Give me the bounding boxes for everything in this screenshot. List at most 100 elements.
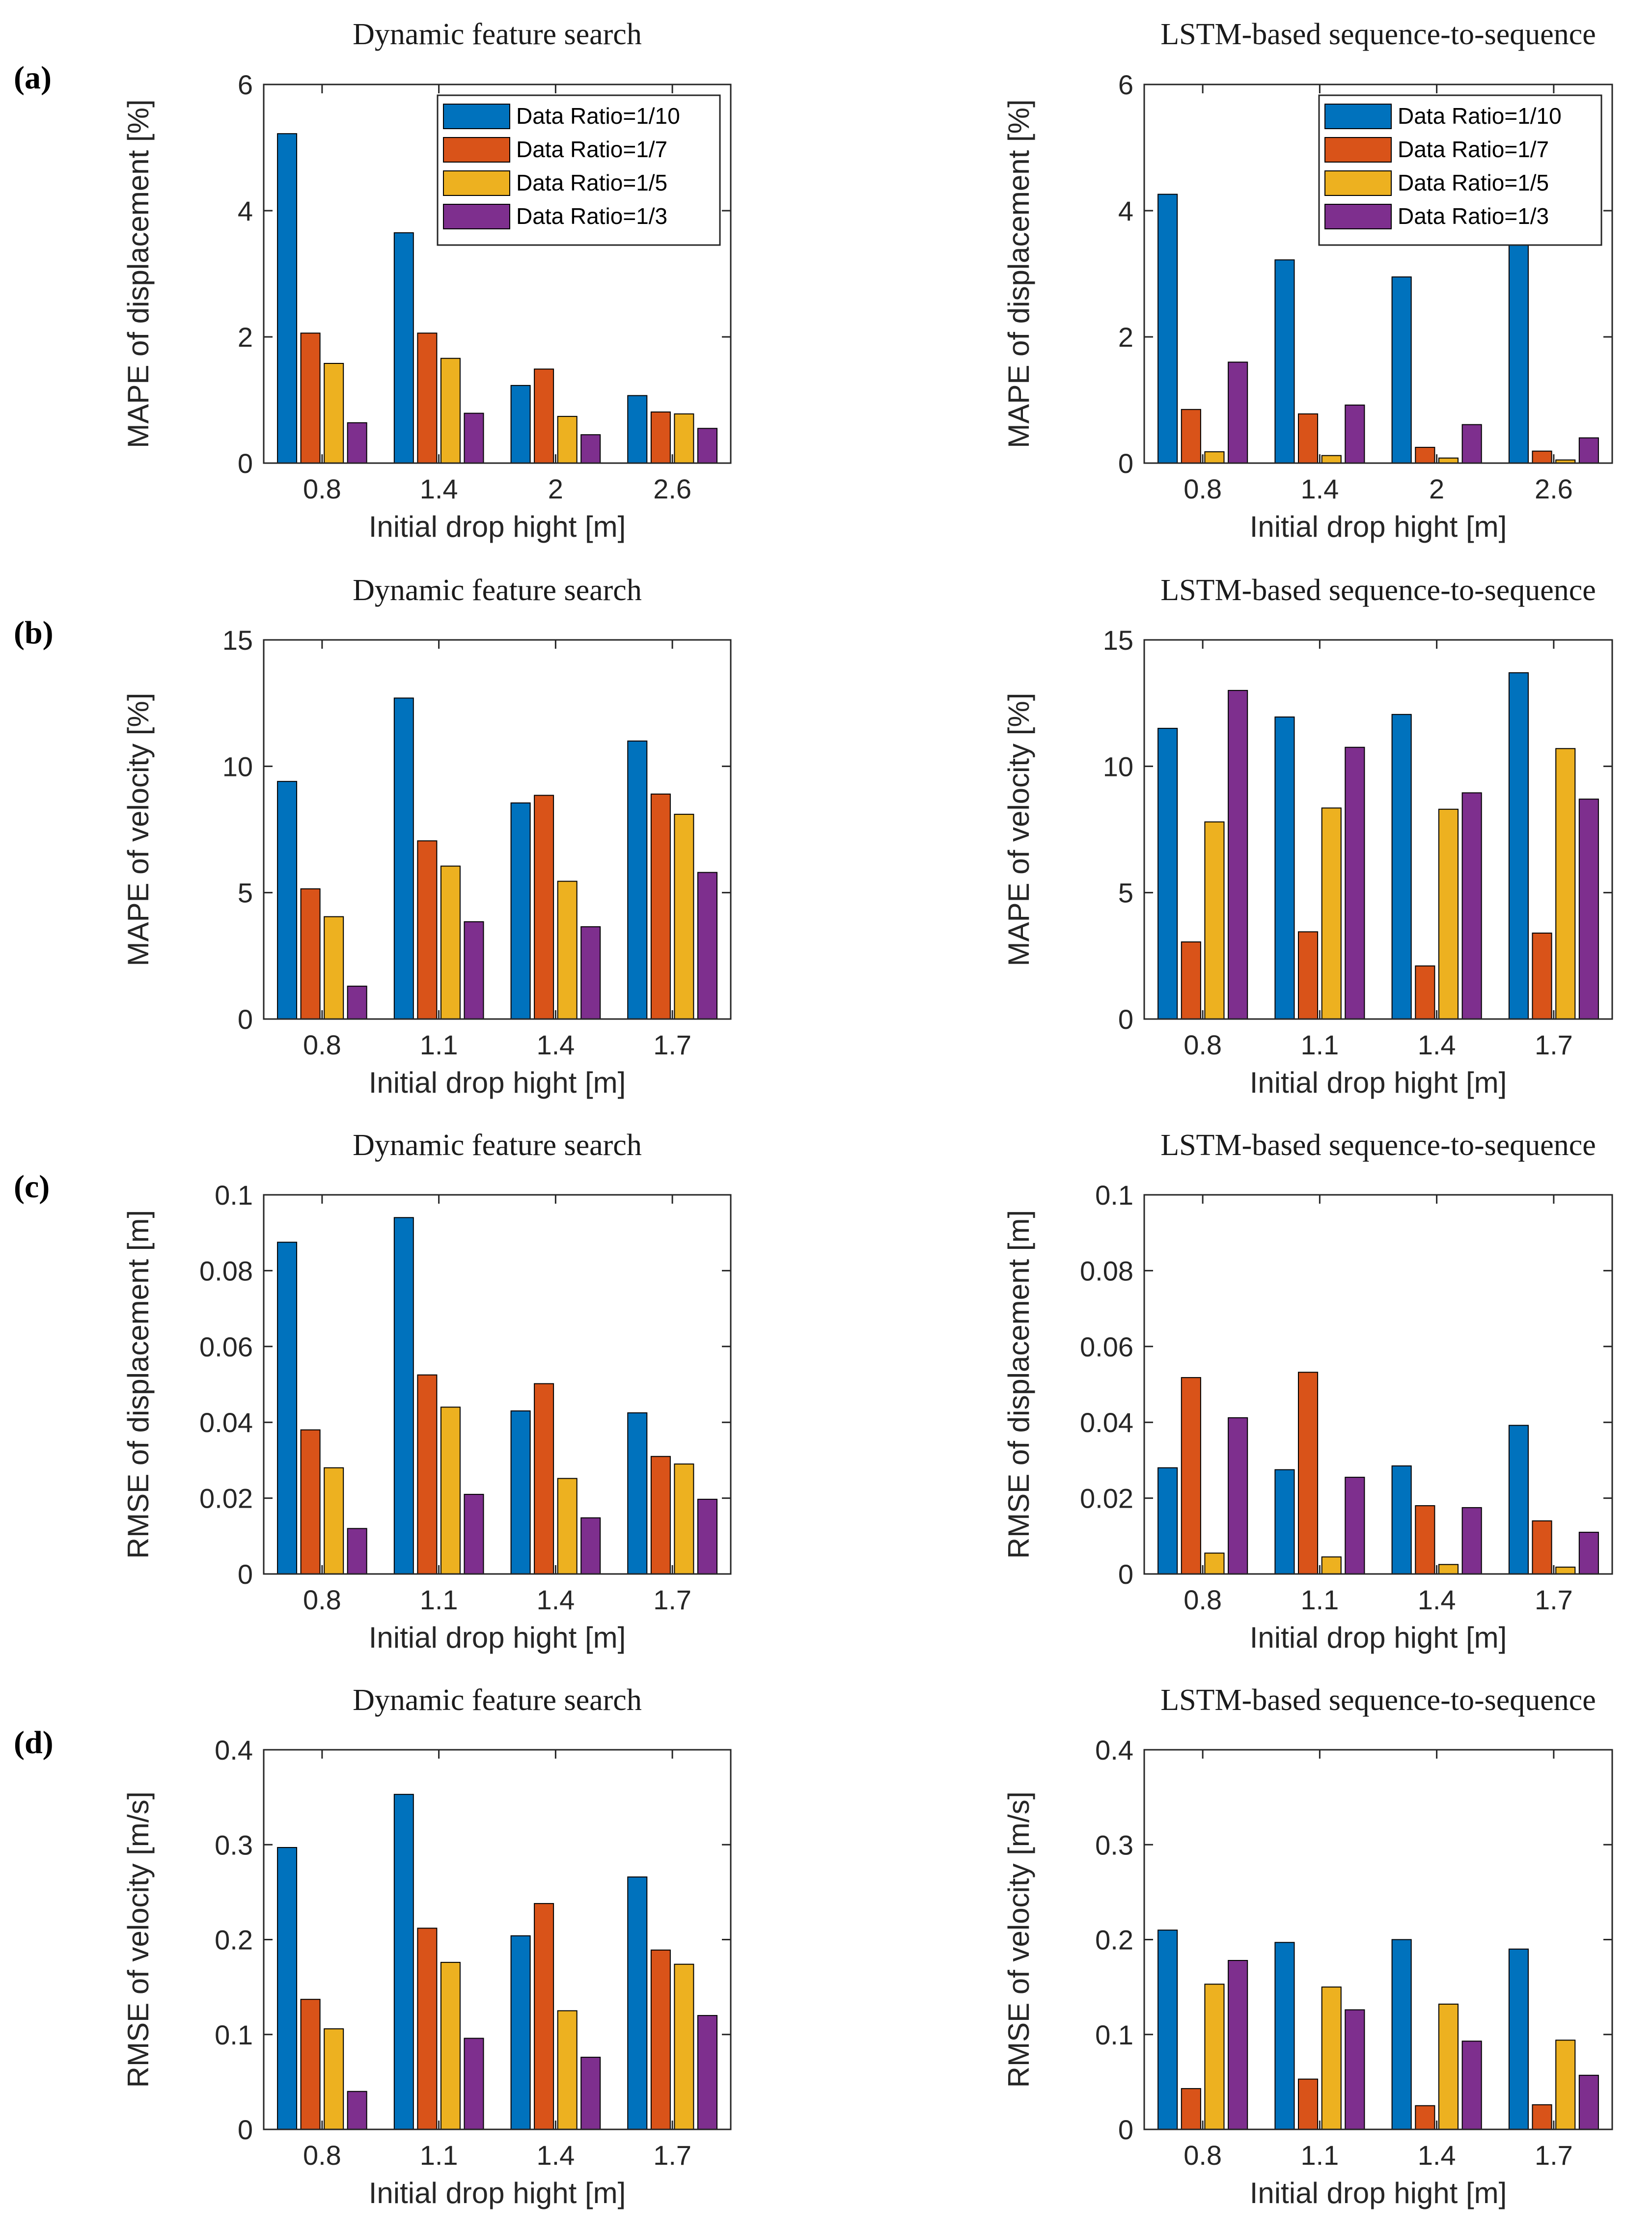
bar-data-ratio-1-7-0.8 xyxy=(1181,941,1201,1020)
bar-data-ratio-1-7-0.8 xyxy=(1181,1377,1201,1575)
x-ticks: 0.8 1.1 1.4 1.7 xyxy=(1184,640,1573,1060)
bar-data-ratio-1-3-1.1 xyxy=(464,2038,484,2130)
bar-data-ratio-1-10-1.7 xyxy=(1508,1948,1529,2130)
bar-data-ratio-1-7-1.4 xyxy=(417,332,438,464)
legend-swatch xyxy=(1324,137,1392,163)
x-tick-label: 0.8 xyxy=(1184,473,1222,504)
bar-data-ratio-1-10-1.4 xyxy=(393,232,414,464)
bar-data-ratio-1-10-1.1 xyxy=(393,1217,414,1575)
y-tick-label: 0 xyxy=(1118,448,1133,479)
y-tick-label: 0.08 xyxy=(1080,1255,1133,1286)
x-tick-label: 0.8 xyxy=(303,473,341,504)
x-axis-label: Initial drop hight [m] xyxy=(369,2177,626,2209)
bar-data-ratio-1-10-0.8 xyxy=(1157,728,1178,1020)
bar-data-ratio-1-5-1.7 xyxy=(1555,748,1576,1020)
y-tick-label: 4 xyxy=(238,195,253,226)
legend-entry: Data Ratio=1/7 xyxy=(1398,137,1549,162)
x-ticks: 0.8 1.1 1.4 1.7 xyxy=(1184,1750,1573,2171)
bar-data-ratio-1-3-0.8 xyxy=(347,2091,367,2130)
bar-data-ratio-1-5-0.8 xyxy=(324,363,344,464)
bar-data-ratio-1-5-1.4 xyxy=(1438,2003,1459,2130)
bar-data-ratio-1-5-0.8 xyxy=(1204,821,1225,1020)
bar-data-ratio-1-3-0.8 xyxy=(1228,361,1248,464)
bar-data-ratio-1-5-2 xyxy=(1438,457,1459,464)
x-tick-label: 1.1 xyxy=(1300,1584,1339,1615)
axes-box xyxy=(263,639,732,1020)
y-tick-label: 0.06 xyxy=(1080,1331,1133,1362)
y-tick-label: 0.04 xyxy=(1080,1407,1133,1438)
bar-data-ratio-1-5-0.8 xyxy=(1204,1552,1225,1574)
y-ticks: 0 0.1 0.2 0.3 0.4 xyxy=(1095,1735,1612,2145)
bar-data-ratio-1-3-1.1 xyxy=(1345,1477,1365,1575)
x-tick-label: 1.1 xyxy=(1300,2140,1339,2171)
x-tick-label: 1.7 xyxy=(653,1029,691,1060)
y-tick-label: 0.4 xyxy=(1095,1735,1133,1765)
legend-entry: Data Ratio=1/10 xyxy=(1398,103,1562,129)
bar-data-ratio-1-7-1.1 xyxy=(417,1374,438,1574)
y-axis-label: MAPE of velocity [%] xyxy=(122,693,155,966)
bar-data-ratio-1-5-1.1 xyxy=(440,1961,461,2130)
bar-data-ratio-1-10-1.4 xyxy=(510,1935,531,2130)
x-axis-label: Initial drop hight [m] xyxy=(369,510,626,543)
chart-title: Dynamic feature search xyxy=(353,1129,642,1162)
x-tick-label: 1.4 xyxy=(536,1029,575,1060)
chart-title: LSTM-based sequence-to-sequence xyxy=(1160,1683,1596,1717)
axes-box xyxy=(1143,83,1613,464)
y-tick-label: 0 xyxy=(1118,2114,1133,2145)
bar-data-ratio-1-5-1.1 xyxy=(1321,1986,1342,2130)
y-tick-label: 0.1 xyxy=(1095,2019,1133,2050)
bar-data-ratio-1-10-2 xyxy=(510,385,531,464)
chart-5: Dynamic feature search00.020.040.060.080… xyxy=(122,1129,732,1654)
legend: Data Ratio=1/10 Data Ratio=1/7 Data Ratio=… xyxy=(437,94,721,246)
y-axis-label: MAPE of velocity [%] xyxy=(1002,693,1035,966)
y-tick-label: 0.02 xyxy=(199,1483,253,1514)
bar-data-ratio-1-3-1.4 xyxy=(580,2057,601,2130)
legend-swatch xyxy=(443,170,510,196)
bar-data-ratio-1-3-1.7 xyxy=(697,872,717,1020)
bar-data-ratio-1-3-1.7 xyxy=(697,1498,717,1574)
y-axis-label: RMSE of velocity [m/s] xyxy=(122,1792,155,2088)
chart-title: LSTM-based sequence-to-sequence xyxy=(1160,1129,1596,1162)
y-tick-label: 6 xyxy=(1118,69,1133,100)
bar-data-ratio-1-5-1.4 xyxy=(440,358,461,464)
chart-8: LSTM-based sequence-to-sequence 0 0.1 0.2 0.… xyxy=(1002,1683,1613,2209)
bars xyxy=(277,1793,717,2130)
bars xyxy=(1157,672,1599,1020)
x-tick-label: 2 xyxy=(548,473,563,504)
bar-data-ratio-1-10-1.7 xyxy=(1508,1425,1529,1574)
chart-title: LSTM-based sequence-to-sequence xyxy=(1160,18,1596,51)
y-tick-label: 0.4 xyxy=(215,1735,253,1765)
bars xyxy=(1157,1372,1599,1575)
bar-data-ratio-1-10-0.8 xyxy=(1157,1467,1178,1575)
legend-swatch xyxy=(1324,204,1392,229)
y-tick-label: 0 xyxy=(238,448,253,479)
bar-data-ratio-1-5-1.4 xyxy=(1321,455,1342,464)
bar-data-ratio-1-5-1.7 xyxy=(674,1963,694,2130)
bar-data-ratio-1-5-1.4 xyxy=(557,2010,578,2130)
bar-data-ratio-1-3-1.4 xyxy=(1461,1507,1482,1574)
bar-data-ratio-1-10-1.7 xyxy=(627,740,648,1020)
x-tick-label: 1.1 xyxy=(420,1584,458,1615)
bar-data-ratio-1-7-1.1 xyxy=(417,1928,438,2130)
y-tick-label: 2 xyxy=(1118,322,1133,353)
bar-data-ratio-1-5-1.4 xyxy=(1438,1564,1459,1574)
bar-data-ratio-1-7-1.7 xyxy=(650,1456,671,1574)
x-ticks: 0.8 1.4 2 2.6 xyxy=(303,84,691,504)
bar-data-ratio-1-10-1.4 xyxy=(510,1410,531,1574)
legend-swatch xyxy=(443,204,510,229)
y-tick-label: 5 xyxy=(1118,878,1133,909)
bar-data-ratio-1-3-0.8 xyxy=(1228,690,1248,1020)
bar-data-ratio-1-5-2.6 xyxy=(674,413,694,464)
chart-1: Dynamic feature search 0 2 4 6 0.8 1.4 2 2.6 Init… xyxy=(122,18,732,543)
bar-data-ratio-1-3-1.4 xyxy=(580,1517,601,1574)
x-tick-label: 0.8 xyxy=(303,1584,341,1615)
bar-data-ratio-1-10-1.1 xyxy=(1274,717,1295,1020)
bar-data-ratio-1-5-0.8 xyxy=(1204,451,1225,464)
y-ticks: 0 5 10 15 xyxy=(222,625,731,1035)
x-tick-label: 0.8 xyxy=(303,2140,341,2171)
bar-data-ratio-1-3-1.4 xyxy=(464,413,484,464)
legend-swatch xyxy=(443,104,510,129)
bar-data-ratio-1-3-1.4 xyxy=(1461,2041,1482,2130)
bar-data-ratio-1-5-1.4 xyxy=(557,1478,578,1574)
x-ticks: 0.8 1.1 1.4 1.7 xyxy=(303,640,691,1060)
